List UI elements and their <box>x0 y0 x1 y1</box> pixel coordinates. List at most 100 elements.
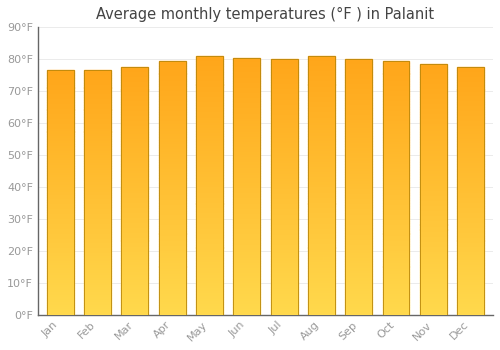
Bar <box>122 280 148 282</box>
Bar <box>346 67 372 69</box>
Bar <box>234 248 260 251</box>
Bar <box>346 133 372 136</box>
Bar <box>457 260 484 263</box>
Bar <box>158 94 186 96</box>
Bar <box>122 206 148 208</box>
Bar <box>420 84 447 86</box>
Bar <box>270 131 297 133</box>
Bar <box>308 196 335 198</box>
Bar <box>382 175 409 178</box>
Bar <box>122 67 148 315</box>
Bar <box>382 112 409 114</box>
Bar <box>234 215 260 217</box>
Bar <box>270 281 297 284</box>
Bar <box>346 261 372 264</box>
Bar <box>308 258 335 260</box>
Bar <box>270 174 297 177</box>
Bar <box>196 116 223 118</box>
Bar <box>122 240 148 243</box>
Bar <box>196 201 223 203</box>
Bar <box>308 126 335 128</box>
Bar <box>346 113 372 116</box>
Bar <box>196 281 223 284</box>
Bar <box>382 284 409 287</box>
Bar <box>420 144 447 147</box>
Bar <box>47 141 74 144</box>
Bar <box>84 83 111 85</box>
Bar <box>457 268 484 270</box>
Bar <box>158 211 186 213</box>
Bar <box>234 104 260 106</box>
Bar <box>420 124 447 127</box>
Bar <box>420 312 447 315</box>
Bar <box>158 106 186 109</box>
Bar <box>158 307 186 310</box>
Bar <box>270 241 297 243</box>
Bar <box>158 312 186 315</box>
Bar <box>420 252 447 254</box>
Bar <box>122 87 148 90</box>
Bar <box>196 69 223 71</box>
Bar <box>346 69 372 72</box>
Bar <box>420 114 447 117</box>
Bar <box>196 141 223 144</box>
Bar <box>457 178 484 181</box>
Bar <box>234 256 260 258</box>
Bar <box>234 302 260 304</box>
Bar <box>196 255 223 258</box>
Bar <box>47 305 74 307</box>
Bar <box>308 82 335 84</box>
Bar <box>158 175 186 178</box>
Bar <box>84 136 111 139</box>
Bar <box>196 147 223 149</box>
Bar <box>420 247 447 250</box>
Bar <box>457 218 484 221</box>
Bar <box>308 64 335 66</box>
Bar <box>420 227 447 230</box>
Bar <box>420 142 447 144</box>
Bar <box>234 122 260 125</box>
Bar <box>382 193 409 195</box>
Bar <box>270 202 297 205</box>
Bar <box>47 219 74 222</box>
Bar <box>196 196 223 198</box>
Bar <box>382 96 409 99</box>
Bar <box>158 68 186 71</box>
Bar <box>122 295 148 298</box>
Bar <box>420 154 447 157</box>
Bar <box>84 264 111 266</box>
Bar <box>346 141 372 144</box>
Bar <box>196 292 223 294</box>
Bar <box>196 268 223 271</box>
Bar <box>47 268 74 271</box>
Bar <box>158 173 186 175</box>
Bar <box>457 245 484 248</box>
Bar <box>382 130 409 132</box>
Bar <box>346 149 372 151</box>
Bar <box>84 227 111 229</box>
Bar <box>84 224 111 227</box>
Bar <box>122 124 148 127</box>
Bar <box>158 223 186 226</box>
Bar <box>158 195 186 198</box>
Bar <box>47 283 74 286</box>
Bar <box>270 208 297 210</box>
Bar <box>382 142 409 145</box>
Bar <box>382 287 409 289</box>
Bar <box>382 71 409 74</box>
Bar <box>308 247 335 250</box>
Bar <box>382 155 409 158</box>
Bar <box>196 154 223 157</box>
Bar <box>270 126 297 128</box>
Bar <box>420 86 447 89</box>
Bar <box>308 266 335 268</box>
Bar <box>420 270 447 272</box>
Bar <box>346 118 372 120</box>
Bar <box>122 256 148 258</box>
Bar <box>47 100 74 102</box>
Bar <box>270 105 297 108</box>
Bar <box>234 63 260 65</box>
Bar <box>196 234 223 237</box>
Bar <box>47 302 74 305</box>
Bar <box>196 56 223 59</box>
